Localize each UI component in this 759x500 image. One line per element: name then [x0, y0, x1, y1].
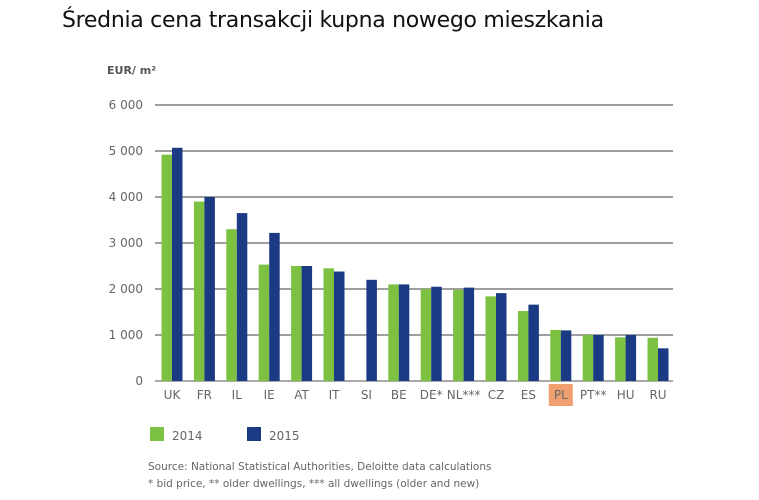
bar-2015-DE* [431, 286, 442, 381]
x-tick-label: DE* [420, 388, 443, 402]
x-tick-label: PL [554, 388, 568, 402]
x-tick-label: ES [521, 388, 536, 402]
source-note: Source: National Statistical Authorities… [148, 461, 491, 473]
bar-2015-PL [560, 330, 572, 381]
bar-2015-BE [398, 284, 410, 381]
bar-2014-FR [193, 201, 205, 381]
y-tick-label: 2 000 [109, 282, 143, 296]
bar-2014-PT** [582, 335, 594, 381]
bar-2015-PT** [593, 335, 604, 381]
bar-2014-CZ [485, 296, 496, 381]
bar-2014-UK [161, 154, 172, 381]
bar-2014-IT [323, 268, 334, 381]
y-tick-label: 1 000 [109, 328, 143, 342]
y-tick-label: 0 [135, 374, 143, 388]
bar-2015-SI [366, 279, 377, 381]
x-tick-label: BE [391, 388, 407, 402]
bar-2014-IL [226, 229, 237, 381]
bar-2014-PL [550, 329, 561, 381]
bar-2015-HU [625, 335, 637, 381]
bar-2015-CZ [496, 293, 507, 381]
y-tick-label: 5 000 [109, 144, 143, 158]
x-tick-label: SI [361, 388, 372, 402]
bar-2015-IT [334, 271, 345, 381]
y-tick-label: 4 000 [109, 190, 143, 204]
bar-2015-AT [301, 266, 313, 381]
bar-2014-HU [615, 337, 626, 381]
highlight-box [548, 384, 573, 406]
x-tick-label: PT** [580, 388, 607, 402]
x-tick-label: NL*** [447, 388, 481, 402]
bar-2015-IL [236, 213, 248, 381]
bar-2014-RU [647, 337, 658, 381]
legend-swatch [150, 427, 164, 441]
y-tick-label: 6 000 [109, 98, 143, 112]
legend-label: 2014 [172, 429, 203, 443]
y-axis-unit: EUR/ m² [107, 64, 156, 77]
bar-2015-ES [528, 304, 539, 381]
x-tick-label: HU [617, 388, 635, 402]
bar-2015-FR [204, 197, 215, 381]
x-tick-label: UK [164, 388, 182, 402]
chart-title: Średnia cena transakcji kupna nowego mie… [62, 8, 604, 33]
bar-2015-UK [172, 147, 183, 381]
bar-2014-DE* [420, 289, 432, 381]
x-tick-label: CZ [488, 388, 505, 402]
x-tick-label: IL [232, 388, 243, 402]
legend-label: 2015 [269, 429, 300, 443]
bar-2015-IE [269, 232, 280, 381]
bar-2014-AT [291, 266, 302, 381]
bar-2015-RU [658, 348, 669, 381]
legend-swatch [247, 427, 261, 441]
bar-2014-BE [388, 284, 399, 381]
x-tick-label: FR [197, 388, 212, 402]
bar-2015-NL*** [463, 287, 475, 381]
bar-2014-NL*** [453, 289, 464, 381]
x-tick-label: IT [329, 388, 341, 402]
x-tick-label: IE [264, 388, 275, 402]
bar-2014-ES [517, 311, 529, 381]
footnote: * bid price, ** older dwellings, *** all… [148, 478, 479, 490]
x-tick-label: AT [294, 388, 309, 402]
y-tick-label: 3 000 [109, 236, 143, 250]
bar-2014-IE [258, 264, 270, 381]
x-tick-label: RU [649, 388, 666, 402]
